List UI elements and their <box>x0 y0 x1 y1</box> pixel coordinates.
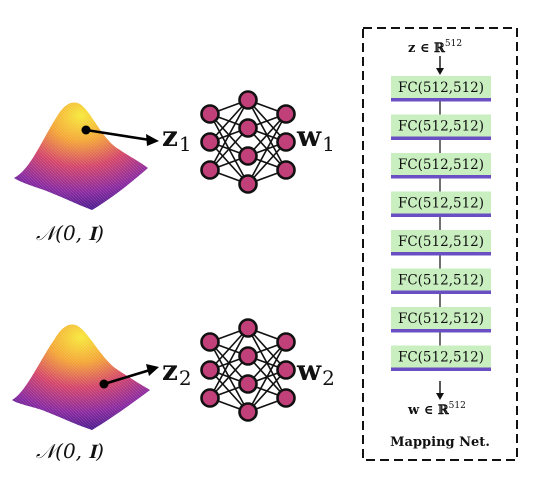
fc-layer-label: FC(512,512) <box>398 273 484 289</box>
sample-arrow-1 <box>85 128 151 142</box>
net-node <box>276 160 296 180</box>
net-node <box>238 118 258 138</box>
net-node <box>200 388 220 408</box>
output-arrowhead <box>436 393 444 400</box>
fc-layer-label: FC(512,512) <box>398 119 484 135</box>
fc-layer-box <box>391 268 491 291</box>
fc-layer-bar <box>391 136 491 140</box>
net-node <box>276 104 296 124</box>
fc-layer-box <box>391 345 491 368</box>
net-node <box>200 160 220 180</box>
mapping-net-caption: Mapping Net. <box>390 435 490 450</box>
gaussian-surface-1 <box>14 102 148 210</box>
mapping-network: z ∈ ℝ512 FC(512,512)FC(512,512)FC(512,51… <box>362 27 518 461</box>
fc-layer-bar <box>391 98 491 102</box>
z-label-1: z1 <box>162 120 192 156</box>
fc-layer-bar <box>391 175 491 179</box>
fc-layer-3: FC(512,512) <box>391 153 491 179</box>
fc-layer-label: FC(512,512) <box>398 234 484 250</box>
fc-layer-bar <box>391 367 491 371</box>
net-node <box>276 332 296 352</box>
neural-net-2 <box>200 318 296 422</box>
fc-layer-box <box>391 307 491 329</box>
latent-row-2: z2 w2 𝒩(0, 𝐈) <box>12 318 335 463</box>
latent-row-1: z1 w1 𝒩(0, 𝐈) <box>14 90 335 245</box>
mapping-network-frame <box>362 27 518 461</box>
neural-net-1 <box>200 90 296 194</box>
fc-layer-label: FC(512,512) <box>398 196 484 212</box>
fc-layer-8: FC(512,512) <box>391 345 491 371</box>
net-node <box>238 374 258 394</box>
distribution-label-2: 𝒩(0, 𝐈) <box>36 439 104 463</box>
net-node <box>200 104 220 124</box>
net-node <box>200 360 220 380</box>
sample-arrowhead-1 <box>146 134 159 146</box>
fc-layer-bar <box>391 252 491 256</box>
fc-layer-6: FC(512,512) <box>391 268 491 294</box>
fc-layer-2: FC(512,512) <box>391 114 491 140</box>
net-node <box>276 132 296 152</box>
fc-layer-label: FC(512,512) <box>398 80 484 96</box>
net-node <box>238 174 258 194</box>
sample-arrowhead-2 <box>146 364 159 376</box>
fc-layer-box <box>391 76 491 98</box>
net-node <box>276 360 296 380</box>
net-node <box>238 90 258 110</box>
fc-layer-box <box>391 230 491 252</box>
net-node <box>238 402 258 422</box>
fc-layer-bar <box>391 329 491 333</box>
input-arrowhead <box>436 68 444 75</box>
fc-layer-box <box>391 153 491 175</box>
fc-layer-box <box>391 191 491 214</box>
net-edge <box>247 113 287 185</box>
fc-layer-4: FC(512,512) <box>391 191 491 217</box>
net-node <box>200 132 220 152</box>
fc-layer-bar <box>391 213 491 217</box>
sample-arrow-2 <box>103 368 151 386</box>
fc-layer-1: FC(512,512) <box>391 76 491 102</box>
input-label: z ∈ ℝ512 <box>408 39 462 56</box>
w-label-2: w2 <box>296 354 335 390</box>
fc-layer-label: FC(512,512) <box>398 350 484 366</box>
net-node <box>276 388 296 408</box>
net-node <box>200 332 220 352</box>
fc-layer-bar <box>391 290 491 294</box>
net-node <box>238 318 258 338</box>
fc-layer-label: FC(512,512) <box>398 311 484 327</box>
fc-layer-stack: FC(512,512) FC(512,512) FC(512,512) FC(512,… <box>391 76 491 371</box>
w-label-1: w1 <box>296 120 335 156</box>
output-label: w ∈ ℝ512 <box>407 401 466 418</box>
net-edge <box>247 341 287 413</box>
fc-layer-box <box>391 114 491 137</box>
distribution-label-1: 𝒩(0, 𝐈) <box>36 221 104 245</box>
gaussian-surface-2 <box>12 324 150 430</box>
net-node <box>238 346 258 366</box>
z-label-2: z2 <box>162 354 192 390</box>
net-edge <box>209 99 249 171</box>
net-edge <box>209 327 249 399</box>
fc-layer-7: FC(512,512) <box>391 307 491 333</box>
net-node <box>238 146 258 166</box>
fc-layer-label: FC(512,512) <box>398 157 484 173</box>
fc-layer-5: FC(512,512) <box>391 230 491 256</box>
